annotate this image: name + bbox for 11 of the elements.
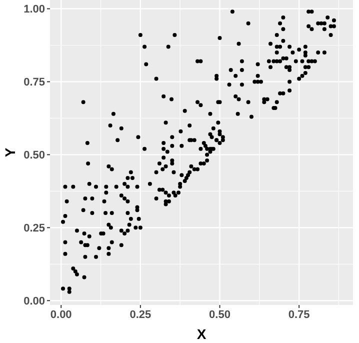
x-tick-label: 0.25 [130, 308, 152, 321]
y-tick-label: 0.25 [24, 222, 45, 235]
x-tick-label: 0.75 [288, 308, 310, 321]
y-tick-label: 1.00 [24, 4, 45, 16]
y-tick-label: 0.00 [24, 296, 45, 308]
x-tick-label: 0.00 [50, 308, 72, 321]
y-axis-title: Y [2, 147, 18, 158]
y-tick-label: 0.75 [24, 76, 45, 89]
y-tick-label: 0.50 [24, 150, 45, 162]
x-axis-title: X [196, 326, 207, 342]
x-tick-label: 0.50 [209, 308, 230, 321]
